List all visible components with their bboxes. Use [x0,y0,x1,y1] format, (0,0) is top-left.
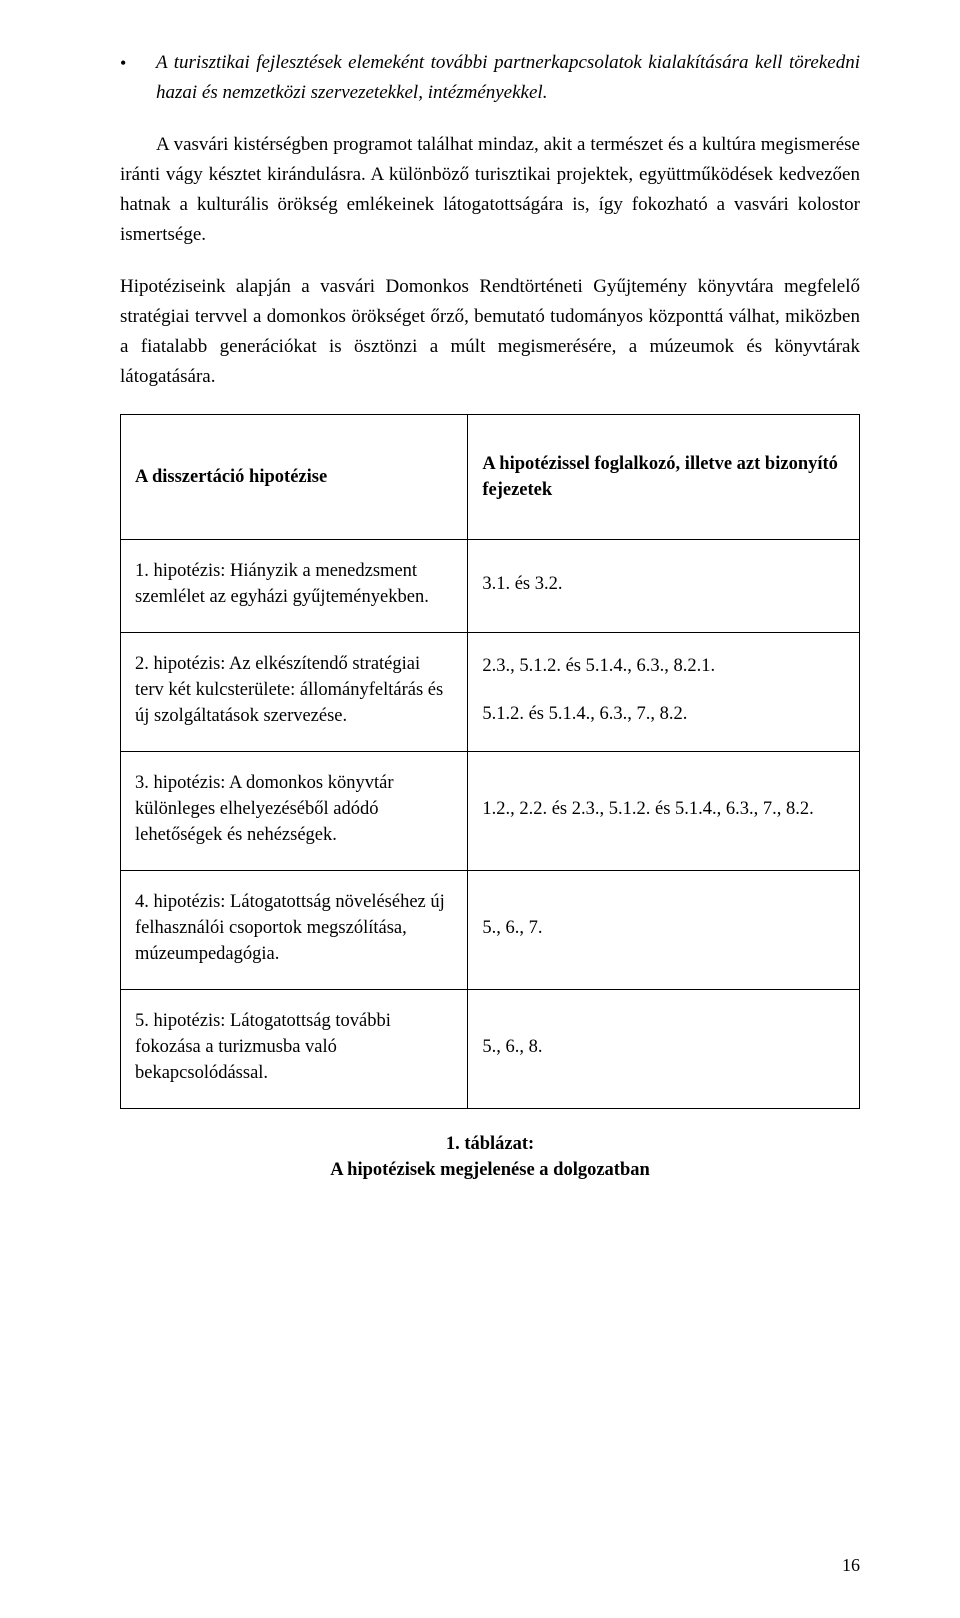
table-cell-right: 5., 6., 7. [468,871,860,990]
bullet-list-item: • A turisztikai fejlesztések elemeként t… [120,48,860,108]
table-row: A disszertáció hipotézise A hipotézissel… [121,415,860,540]
caption-line-1: 1. táblázat: [446,1134,534,1154]
table-cell-right: 2.3., 5.1.2. és 5.1.4., 6.3., 8.2.1. 5.1… [468,633,860,752]
caption-line-2: A hipotézisek megjelenése a dolgozatban [330,1160,650,1180]
table-cell-right: 5., 6., 8. [468,990,860,1109]
table-row: 1. hipotézis: Hiányzik a menedzsment sze… [121,540,860,633]
page-container: • A turisztikai fejlesztések elemeként t… [0,0,960,1618]
table-cell-right-line: 2.3., 5.1.2. és 5.1.4., 6.3., 8.2.1. [482,653,845,679]
table-cell-left: 2. hipotézis: Az elkészítendő stratégiai… [121,633,468,752]
table-caption: 1. táblázat: A hipotézisek megjelenése a… [120,1131,860,1183]
table-cell-right-line: 5.1.2. és 5.1.4., 6.3., 7., 8.2. [482,701,845,727]
table-header-right: A hipotézissel foglalkozó, illetve azt b… [468,415,860,540]
table-cell-left: 5. hipotézis: Látogatottság további foko… [121,990,468,1109]
hypothesis-table: A disszertáció hipotézise A hipotézissel… [120,414,860,1109]
table-cell-left: 4. hipotézis: Látogatottság növeléséhez … [121,871,468,990]
table-row: 4. hipotézis: Látogatottság növeléséhez … [121,871,860,990]
table-cell-left: 3. hipotézis: A domonkos könyvtár különl… [121,752,468,871]
table-row: 5. hipotézis: Látogatottság további foko… [121,990,860,1109]
table-cell-left: 1. hipotézis: Hiányzik a menedzsment sze… [121,540,468,633]
bullet-marker: • [120,48,156,108]
table-row: 2. hipotézis: Az elkészítendő stratégiai… [121,633,860,752]
paragraph-1: A vasvári kistérségben programot találha… [120,130,860,250]
table-header-left: A disszertáció hipotézise [121,415,468,540]
page-number: 16 [842,1555,860,1576]
table-cell-right: 1.2., 2.2. és 2.3., 5.1.2. és 5.1.4., 6.… [468,752,860,871]
paragraph-2: Hipotéziseink alapján a vasvári Domonkos… [120,272,860,392]
bullet-text: A turisztikai fejlesztések elemeként tov… [156,48,860,108]
table-cell-right: 3.1. és 3.2. [468,540,860,633]
table-row: 3. hipotézis: A domonkos könyvtár különl… [121,752,860,871]
